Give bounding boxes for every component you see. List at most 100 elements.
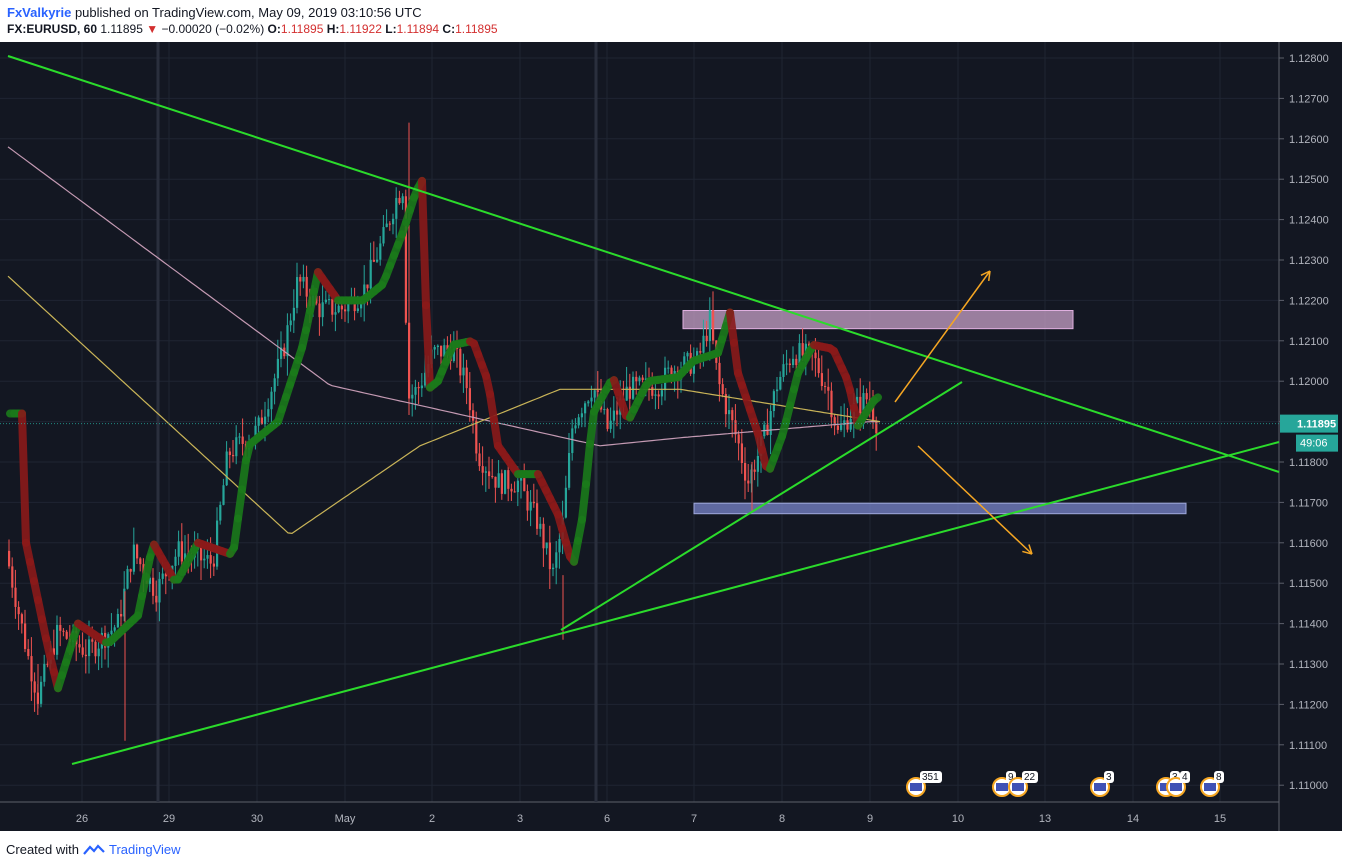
candle-body bbox=[478, 453, 481, 467]
bullish-arrow bbox=[894, 270, 991, 403]
descending-trendline bbox=[7, 55, 1280, 473]
price-tick-label: 1.12000 bbox=[1289, 376, 1329, 388]
candle-body bbox=[289, 320, 292, 326]
price-tick-label: 1.11400 bbox=[1289, 619, 1328, 631]
candle-body bbox=[347, 302, 350, 312]
event-count-text: 9 bbox=[1008, 772, 1014, 783]
candle-body bbox=[644, 378, 647, 381]
candle-body bbox=[56, 624, 59, 655]
candle-body bbox=[507, 470, 510, 489]
trend-band-segment bbox=[238, 456, 250, 494]
candle-body bbox=[801, 343, 804, 356]
candle-body bbox=[424, 372, 427, 386]
candle-body bbox=[177, 541, 180, 557]
candle-body bbox=[401, 196, 404, 204]
price-tick-label: 1.12700 bbox=[1289, 93, 1329, 105]
candle-body bbox=[580, 413, 583, 418]
candle-body bbox=[305, 276, 308, 297]
event-count-badge bbox=[920, 771, 942, 783]
candle-body bbox=[513, 491, 516, 493]
trend-band-segment bbox=[870, 393, 882, 405]
event-count-text: 3 bbox=[1106, 772, 1112, 783]
candle-body bbox=[334, 312, 337, 315]
time-tick-label: 8 bbox=[779, 813, 785, 825]
candle-body bbox=[30, 656, 33, 682]
candle-body bbox=[8, 550, 11, 567]
candle-body bbox=[820, 373, 823, 387]
chart-panel[interactable]: 1.12800 1.12700 1.12600 1.12500 1.12400 1.123… bbox=[0, 42, 1342, 831]
event-flag-body bbox=[910, 783, 922, 791]
candle-body bbox=[324, 299, 327, 303]
candle-body bbox=[548, 542, 551, 570]
bullish-arrow-head bbox=[987, 270, 991, 282]
candle-body bbox=[222, 485, 225, 505]
candle-body bbox=[465, 367, 468, 389]
author-link[interactable]: FxValkyrie bbox=[7, 5, 72, 20]
trend-band-segment bbox=[486, 390, 498, 424]
low-value: 1.11894 bbox=[396, 22, 440, 36]
candle-body bbox=[200, 545, 203, 561]
candle-body bbox=[260, 417, 263, 425]
candle-body bbox=[552, 567, 555, 570]
candle-body bbox=[433, 347, 436, 350]
price-tick-label: 1.12600 bbox=[1289, 134, 1329, 146]
candle-body bbox=[273, 378, 276, 392]
event-flag-body bbox=[996, 783, 1008, 791]
candle-body bbox=[747, 480, 750, 484]
candle-body bbox=[523, 477, 526, 492]
event-flag-icon: 8 bbox=[1200, 771, 1224, 797]
candle-body bbox=[859, 396, 862, 414]
candle-body bbox=[356, 308, 359, 312]
candle-body bbox=[484, 471, 487, 473]
candle-body bbox=[836, 425, 839, 430]
candle-body bbox=[52, 648, 55, 655]
price-tick-label: 1.12300 bbox=[1289, 255, 1329, 267]
candle-body bbox=[491, 476, 494, 478]
candle-body bbox=[158, 578, 161, 603]
candle-body bbox=[139, 558, 142, 565]
price-tick-label: 1.11600 bbox=[1289, 538, 1328, 550]
trend-band-segment bbox=[230, 514, 242, 552]
event-count-text: 351 bbox=[922, 772, 939, 783]
event-flag-body bbox=[1170, 783, 1182, 791]
candle-body bbox=[667, 367, 670, 369]
candle-body bbox=[532, 501, 535, 504]
candle-body bbox=[59, 624, 62, 631]
candle-body bbox=[571, 428, 574, 454]
candle-body bbox=[712, 310, 715, 341]
trend-band-segment bbox=[418, 176, 430, 310]
candle-body bbox=[849, 418, 852, 430]
open-label: O: bbox=[267, 22, 281, 36]
candle-body bbox=[606, 409, 609, 429]
candle-body bbox=[43, 663, 46, 682]
candle-body bbox=[132, 544, 135, 572]
candle-body bbox=[568, 453, 571, 488]
candle-body bbox=[702, 335, 705, 353]
close-label: C: bbox=[442, 22, 456, 36]
candle-body bbox=[228, 451, 231, 455]
candle-body bbox=[88, 639, 91, 657]
candle-body bbox=[721, 384, 724, 395]
price-chart[interactable]: 1.12800 1.12700 1.12600 1.12500 1.12400 1.123… bbox=[0, 42, 1342, 831]
candle-body bbox=[164, 573, 167, 577]
down-triangle-icon: ▼ bbox=[146, 22, 159, 36]
candle-body bbox=[808, 343, 811, 347]
candle-body bbox=[670, 367, 673, 380]
publish-header: FxValkyrie published on TradingView.com,… bbox=[7, 5, 422, 20]
candle-body bbox=[708, 310, 711, 342]
candle-body bbox=[17, 606, 20, 615]
candle-body bbox=[699, 351, 702, 353]
time-tick-label: 13 bbox=[1039, 813, 1051, 825]
candle-body bbox=[136, 544, 139, 559]
candle-body bbox=[379, 243, 382, 260]
candle-body bbox=[488, 471, 491, 477]
candle-body bbox=[360, 303, 363, 309]
trend-band-segment bbox=[422, 301, 434, 392]
candle-body bbox=[651, 387, 654, 396]
candle-body bbox=[785, 363, 788, 365]
candle-body bbox=[276, 358, 279, 379]
candle-body bbox=[408, 322, 411, 399]
publish-info: published on TradingView.com, May 09, 20… bbox=[74, 5, 422, 20]
tradingview-link[interactable]: TradingView bbox=[108, 842, 181, 857]
ma-fast-line bbox=[7, 275, 881, 535]
